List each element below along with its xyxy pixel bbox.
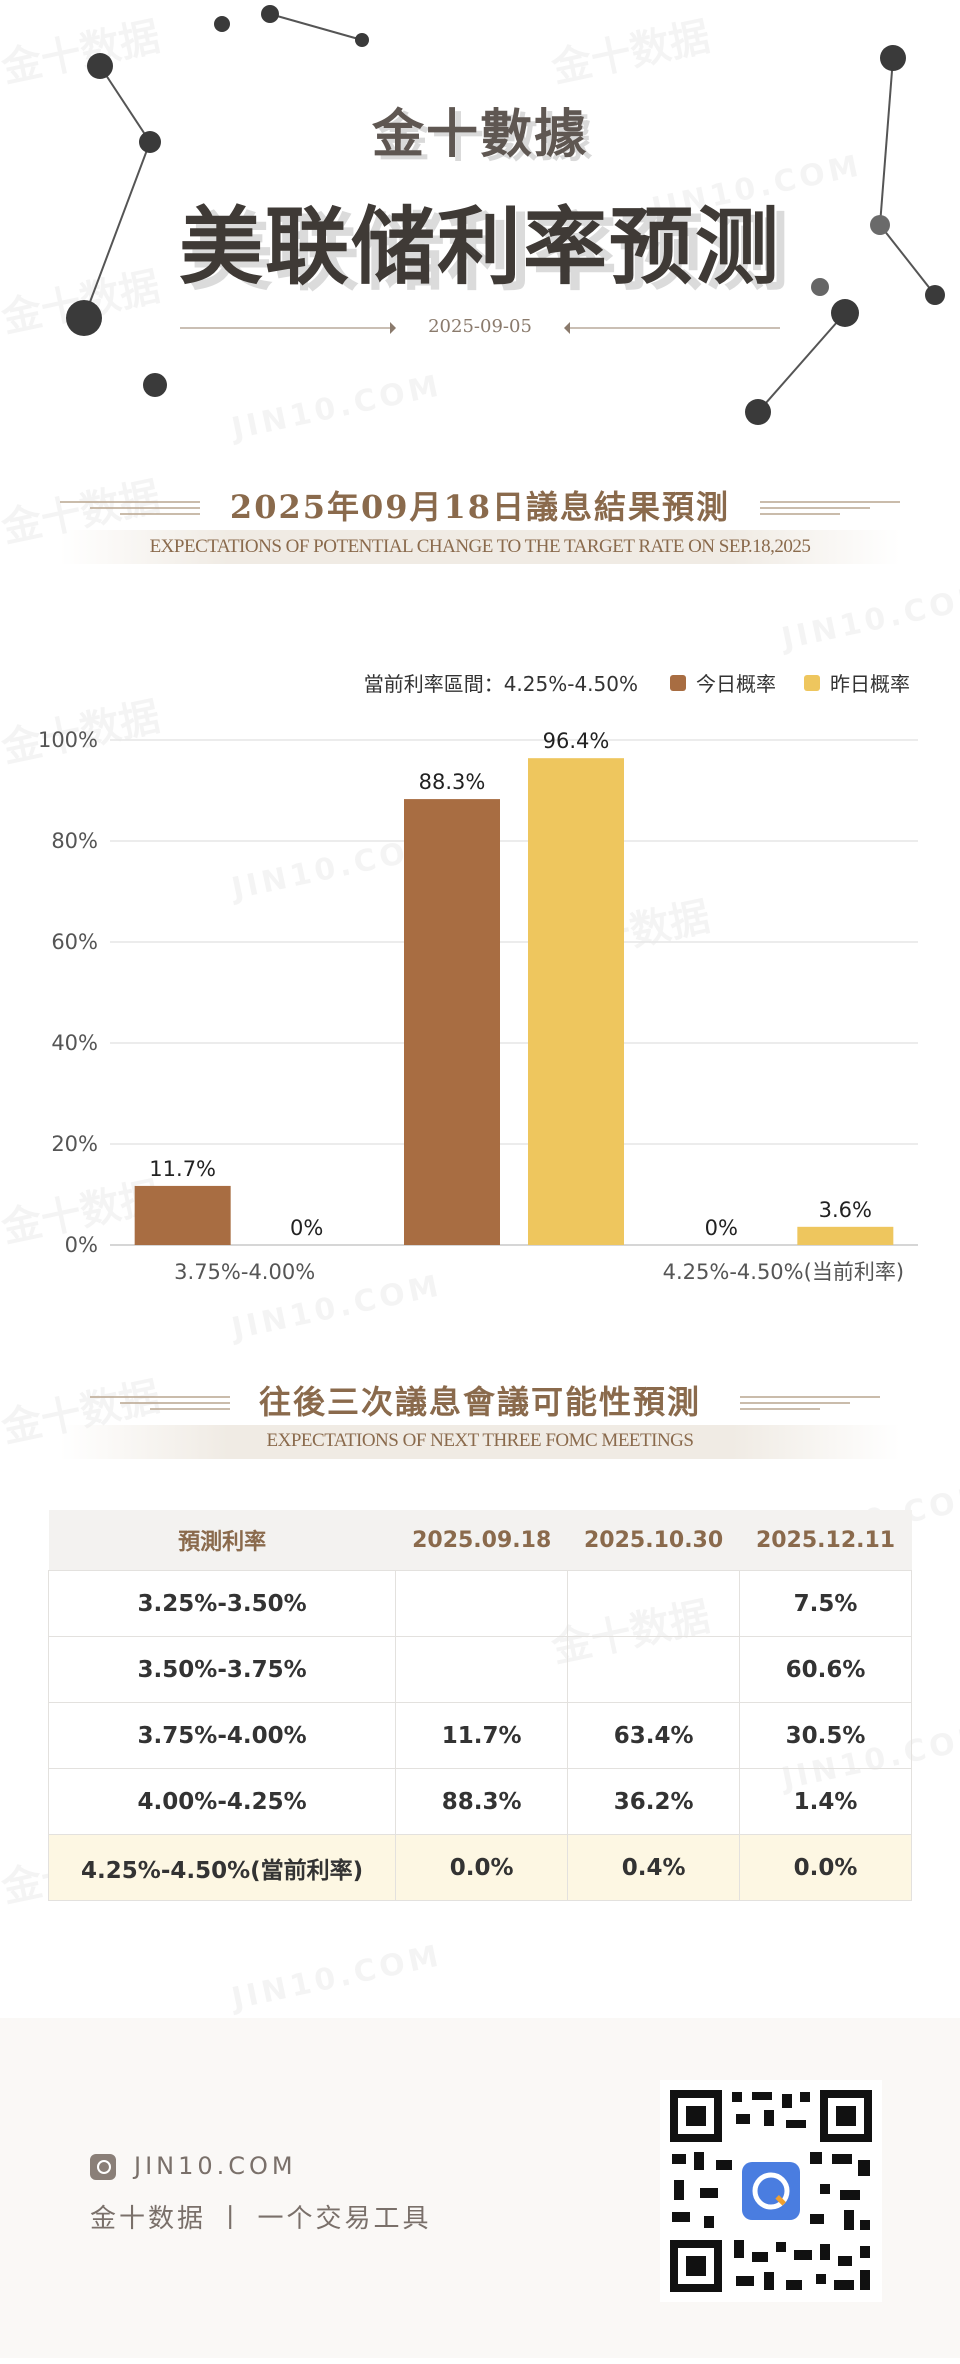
table-cell: 4.00%-4.25% [47,1768,397,1835]
table-cell: 3.25%-3.50% [47,1570,397,1637]
y-tick-label: 40% [51,1031,98,1055]
chart-legend: 當前利率區間：4.25%-4.50% 今日概率 昨日概率 [364,668,910,697]
data-label: 11.7% [149,1157,216,1181]
table-header: 預測利率 [48,1510,396,1571]
section-title-fomc-sep: 2025年09月18日議息結果預測 [229,488,731,526]
table-cell: 0.0% [395,1834,569,1901]
section-ornament [90,1396,880,1410]
section-title-next-meetings: 往後三次議息會議可能性預測 [258,1383,701,1421]
table-row: 3.50%-3.75% 60.6% [47,1636,912,1703]
probability-bar-chart: 0% 20% 40% 60% 80% 100% 11.7% 0% 3.75%-4.00% 88.3… [38,728,918,1284]
date-divider [180,322,780,334]
data-label: 96.4% [543,729,610,753]
table-cell: 11.7% [395,1702,569,1769]
table-header: 2025.10.30 [567,1510,740,1571]
y-tick-label: 60% [51,930,98,954]
watermark-en: JIN10.COM [229,1938,446,2017]
table-cell [567,1570,741,1637]
table-header-row: 預測利率 2025.09.18 2025.10.30 2025.12.11 [48,1510,912,1571]
section-subtitle-fomc-sep: EXPECTATIONS OF POTENTIAL CHANGE TO THE … [149,536,811,557]
current-rate-range: 當前利率區間：4.25%-4.50% [363,672,638,696]
data-label: 0% [290,1216,323,1240]
y-tick-label: 20% [51,1132,98,1156]
data-label: 88.3% [419,770,486,794]
table-cell: 0.4% [567,1834,741,1901]
table-row: 3.25%-3.50% 7.5% [47,1570,912,1637]
table-cell: 36.2% [567,1768,741,1835]
y-tick-label: 0% [65,1233,98,1257]
table-cell [395,1636,569,1703]
x-tick-label: 3.75%-4.00% [174,1260,315,1284]
legend-label-yesterday: 昨日概率 [830,672,910,696]
footer-tagline: 金十数据 丨 一个交易工具 [90,2204,432,2234]
section-band [60,530,900,564]
jin10-logo-icon [90,2154,116,2180]
table-row: 4.00%-4.25% 88.3% 36.2% 1.4% [47,1768,912,1835]
bar [134,1185,231,1245]
table-row: 3.75%-4.00% 11.7% 63.4% 30.5% [47,1702,912,1769]
report-date: 2025-09-05 [428,316,532,337]
legend-swatch-yesterday [804,674,820,691]
watermark-en: JIN10.COM [779,578,960,657]
y-tick-label: 100% [38,728,98,752]
table-cell: 3.50%-3.75% [47,1636,397,1703]
meetings-probability-table: 預測利率 2025.09.18 2025.10.30 2025.12.11 3.… [47,1510,912,1901]
section-subtitle-next-meetings: EXPECTATIONS OF NEXT THREE FOMC MEETINGS [266,1430,694,1451]
qr-code [660,2080,882,2302]
table-row-current-rate: 4.25%-4.50%(當前利率) 0.0% 0.4% 0.0% [47,1834,912,1901]
bar [797,1226,894,1245]
data-label: 0% [705,1216,738,1240]
legend-label-today: 今日概率 [696,672,776,696]
table-cell: 3.75%-4.00% [47,1702,397,1769]
page-title: 美联储利率预测 [178,197,781,296]
site-name[interactable]: JIN10.COM [134,2152,297,2180]
table-cell: 7.5% [739,1570,912,1637]
data-label: 3.6% [819,1198,872,1222]
table-cell: 0.0% [739,1834,912,1901]
table-header: 2025.12.11 [739,1510,912,1571]
table-cell: 30.5% [739,1702,912,1769]
footer: JIN10.COM 金十数据 丨 一个交易工具 [0,2018,960,2358]
section-ornament [60,501,900,515]
legend-swatch-today [670,674,686,691]
table-cell: 4.25%-4.50%(當前利率) [47,1834,397,1901]
table-cell: 1.4% [739,1768,912,1835]
y-tick-label: 80% [51,829,98,853]
brand-title: 金十數據 [371,104,588,165]
table-cell [395,1570,569,1637]
table-cell: 60.6% [739,1636,912,1703]
bar [528,758,624,1245]
table-header: 2025.09.18 [395,1510,568,1571]
table-cell: 88.3% [395,1768,569,1835]
constellation-decoration [66,5,945,425]
x-tick-label: 4.25%-4.50%(当前利率) [663,1260,904,1284]
bar [404,799,500,1245]
table-cell: 63.4% [567,1702,741,1769]
section-band [60,1425,900,1459]
table-cell [567,1636,741,1703]
